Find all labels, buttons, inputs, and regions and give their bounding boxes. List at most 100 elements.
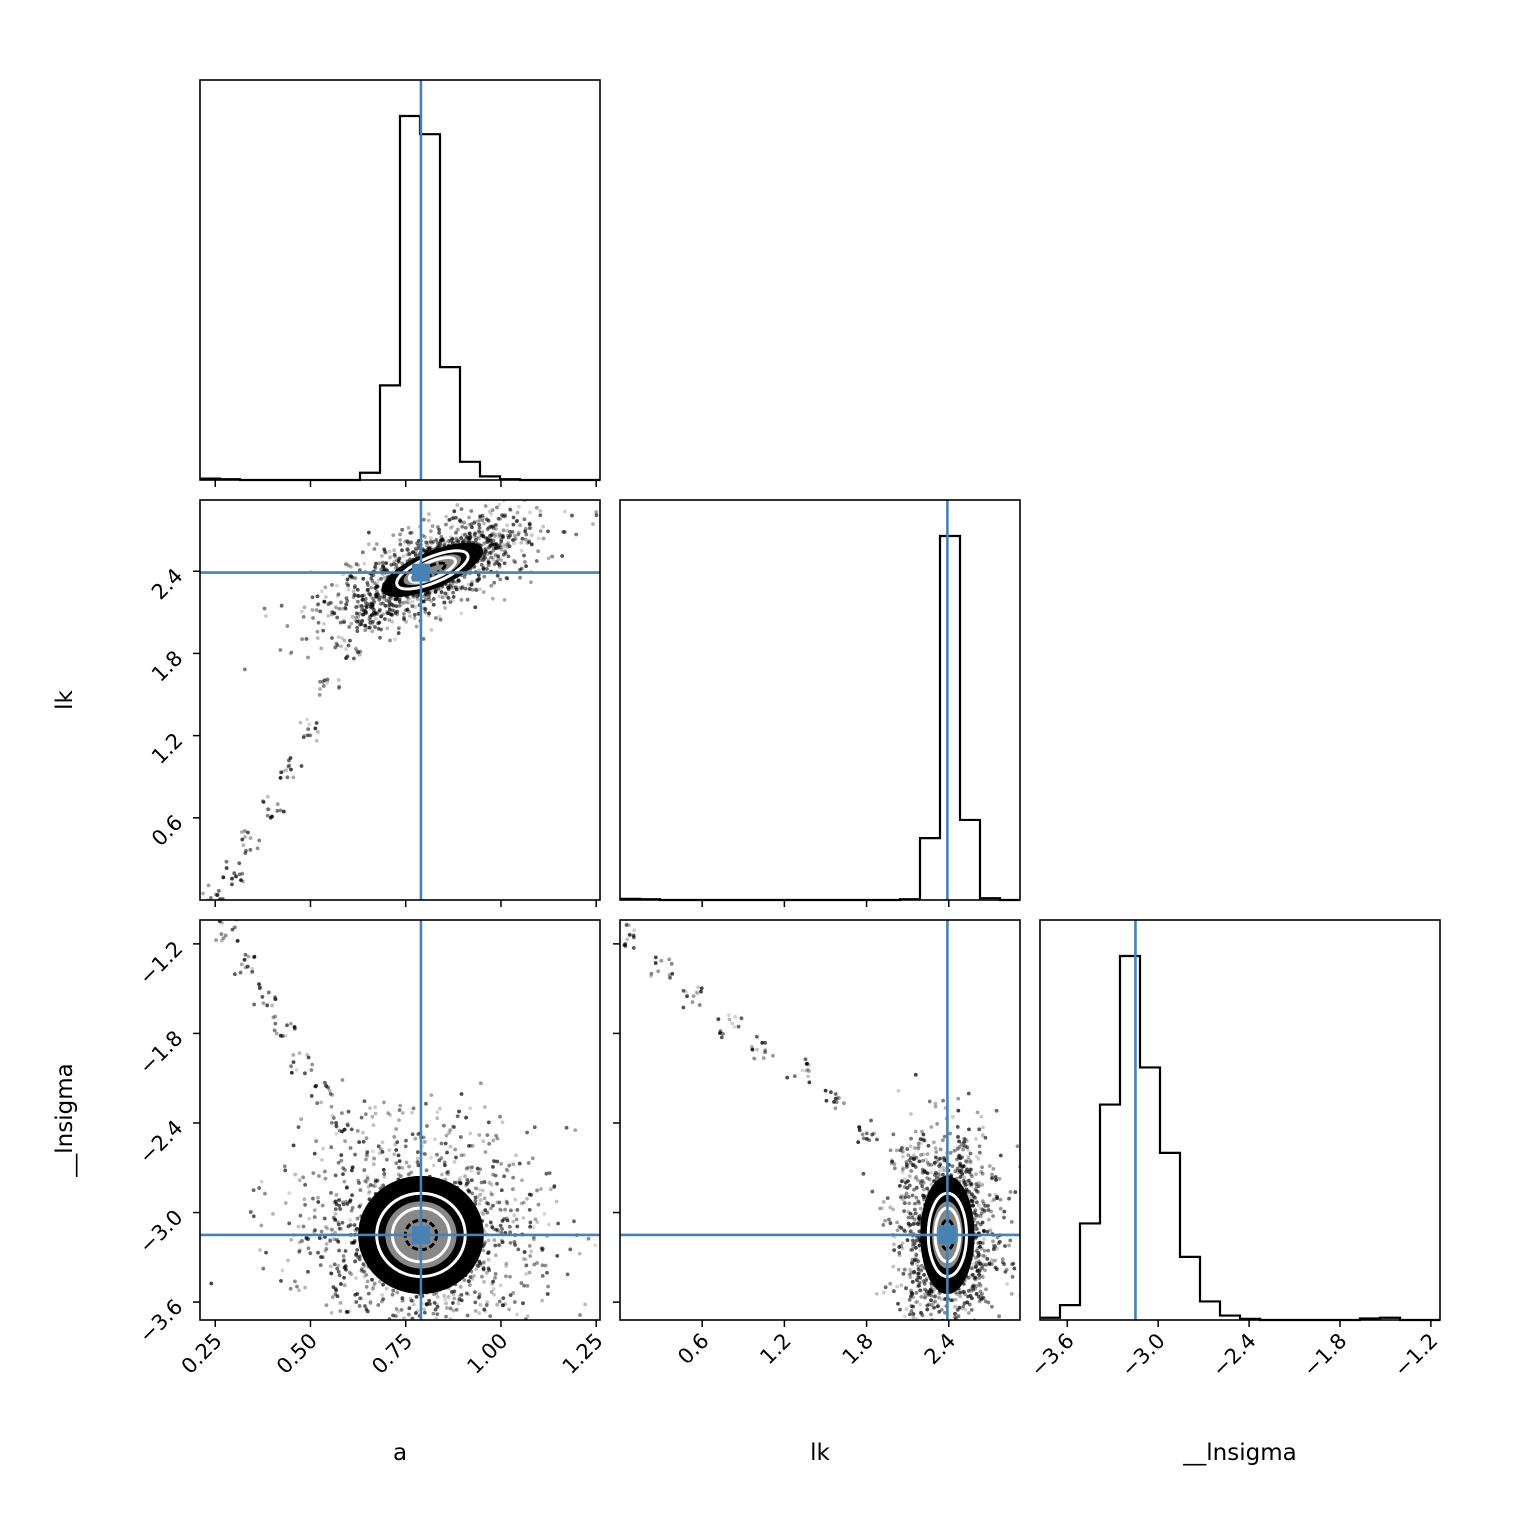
scatter-point bbox=[372, 547, 377, 551]
scatter-point bbox=[359, 1339, 363, 1343]
scatter-point bbox=[428, 529, 433, 534]
scatter-point bbox=[914, 1290, 919, 1295]
scatter-point bbox=[513, 1197, 518, 1202]
scatter-point bbox=[463, 586, 468, 591]
scatter-point bbox=[305, 733, 310, 738]
scatter-point bbox=[916, 1259, 921, 1264]
scatter-point bbox=[507, 1307, 511, 1312]
scatter-point bbox=[288, 651, 293, 656]
scatter-point bbox=[414, 624, 419, 629]
scatter-point bbox=[883, 1285, 888, 1290]
scatter-point bbox=[490, 1225, 495, 1230]
scatter-point bbox=[915, 1284, 920, 1289]
scatter-point bbox=[338, 1207, 343, 1211]
scatter-point bbox=[940, 1297, 944, 1302]
scatter-point bbox=[496, 545, 501, 550]
scatter-point bbox=[511, 515, 516, 520]
scatter-point bbox=[455, 538, 460, 543]
scatter-point bbox=[404, 599, 409, 604]
scatter-point bbox=[481, 542, 486, 546]
scatter-point bbox=[435, 541, 440, 545]
panel-a-lnsigma bbox=[200, 920, 600, 1380]
scatter-point bbox=[255, 846, 260, 851]
scatter-point bbox=[501, 1376, 505, 1380]
scatter-point bbox=[406, 540, 410, 544]
scatter-point bbox=[991, 1247, 996, 1252]
scatter-point bbox=[470, 1276, 475, 1281]
scatter-point bbox=[993, 1175, 998, 1179]
scatter-point bbox=[508, 1293, 513, 1298]
scatter-point bbox=[508, 507, 513, 512]
scatter-point bbox=[898, 1195, 903, 1200]
scatter-point bbox=[299, 609, 304, 614]
scatter-point bbox=[976, 1214, 981, 1218]
scatter-point bbox=[406, 1323, 410, 1327]
scatter-point bbox=[466, 582, 471, 587]
scatter-point bbox=[968, 1196, 973, 1201]
scatter-point bbox=[402, 1316, 406, 1320]
scatter-point bbox=[892, 1166, 897, 1171]
scatter-point bbox=[976, 1250, 981, 1255]
scatter-point bbox=[421, 637, 426, 641]
histogram-a bbox=[200, 114, 600, 482]
scatter-point bbox=[321, 628, 326, 633]
scatter-point bbox=[389, 602, 394, 607]
scatter-point bbox=[400, 1111, 405, 1115]
scatter-point bbox=[505, 576, 509, 581]
scatter-point bbox=[527, 522, 532, 527]
scatter-point bbox=[911, 1163, 915, 1168]
scatter-point bbox=[485, 552, 490, 557]
scatter-point bbox=[974, 1284, 979, 1289]
scatter-point bbox=[473, 1300, 478, 1305]
scatter-point bbox=[958, 1175, 963, 1179]
scatter-point bbox=[929, 1298, 933, 1303]
scatter-point bbox=[421, 599, 426, 604]
scatter-point bbox=[991, 1243, 996, 1248]
scatter-point bbox=[913, 1221, 918, 1225]
scatter-point bbox=[452, 509, 457, 514]
scatter-point bbox=[487, 550, 492, 555]
scatter-point bbox=[376, 1144, 381, 1149]
x-axis-label-lnsigma: __lnsigma bbox=[1182, 1440, 1296, 1466]
scatter-point bbox=[995, 1246, 999, 1251]
scatter-point bbox=[387, 618, 392, 622]
scatter-point bbox=[422, 594, 427, 599]
scatter-point bbox=[456, 527, 461, 532]
scatter-point bbox=[911, 1315, 916, 1320]
scatter-point bbox=[512, 1213, 517, 1218]
scatter-point bbox=[340, 1374, 344, 1378]
scatter-point bbox=[514, 1153, 518, 1158]
scatter-point bbox=[965, 1145, 969, 1150]
scatter-point bbox=[393, 554, 397, 559]
scatter-point bbox=[452, 1180, 457, 1185]
scatter-point bbox=[439, 534, 444, 539]
scatter-point bbox=[910, 1279, 915, 1284]
scatter-point bbox=[883, 1218, 887, 1223]
panel-a-lk bbox=[200, 500, 600, 900]
scatter-point bbox=[390, 1292, 395, 1297]
scatter-point bbox=[356, 614, 361, 619]
scatter-point bbox=[326, 602, 330, 606]
scatter-point bbox=[378, 1147, 383, 1152]
scatter-point bbox=[519, 540, 524, 545]
scatter-point bbox=[494, 542, 499, 546]
scatter-point bbox=[909, 1260, 914, 1265]
scatter-point bbox=[201, 891, 205, 896]
scatter-point bbox=[420, 1345, 424, 1349]
scatter-point bbox=[497, 534, 502, 539]
scatter-point bbox=[504, 1167, 509, 1172]
scatter-point bbox=[807, 1069, 812, 1074]
scatter-point bbox=[991, 1167, 996, 1171]
scatter-point bbox=[374, 592, 379, 597]
scatter-point bbox=[730, 1021, 735, 1026]
scatter-point bbox=[332, 1237, 337, 1242]
scatter-point bbox=[911, 1312, 916, 1316]
scatter-point bbox=[491, 1287, 496, 1291]
scatter-point bbox=[984, 1287, 988, 1292]
scatter-point bbox=[315, 594, 320, 599]
scatter-point bbox=[572, 1219, 576, 1224]
scatter-point bbox=[527, 540, 531, 544]
scatter-point bbox=[414, 1355, 418, 1359]
scatter-point bbox=[908, 1144, 913, 1149]
scatter-point bbox=[905, 1163, 910, 1168]
